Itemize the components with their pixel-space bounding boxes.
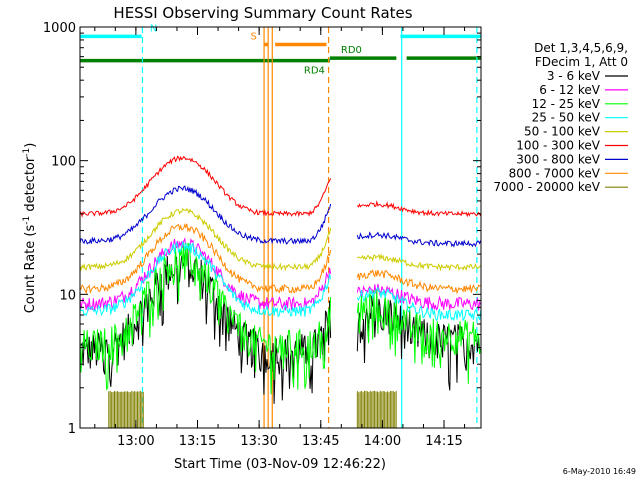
series-line-50-100kev-after-gap bbox=[356, 253, 481, 272]
y-label-part-3: ) bbox=[23, 143, 38, 148]
series-line-12-25kev bbox=[79, 242, 332, 395]
series-line-300-800kev bbox=[79, 185, 332, 245]
legend-label: 800 - 7000 keV bbox=[509, 166, 601, 180]
state-label-rd4: RD4 bbox=[304, 66, 325, 77]
x-tick-label: 14:15 bbox=[425, 434, 462, 449]
series-line-50-100kev bbox=[79, 207, 332, 272]
legend-label: 25 - 50 keV bbox=[532, 111, 601, 125]
series-group bbox=[79, 155, 482, 428]
y-axis-label: Count Rate (s-1 detector-1) bbox=[22, 143, 38, 314]
state-label-rd0: RD0 bbox=[341, 45, 362, 56]
legend-label: 50 - 100 keV bbox=[524, 125, 601, 139]
y-label-sup-2: -1 bbox=[22, 148, 32, 157]
series-line-12-25kev-after-gap bbox=[356, 289, 482, 385]
x-tick-label: 13:15 bbox=[179, 434, 216, 449]
series-line-25-50kev bbox=[79, 240, 332, 318]
state-label-n: N bbox=[150, 23, 157, 34]
legend-label: 6 - 12 keV bbox=[539, 83, 601, 97]
legend-label: 12 - 25 keV bbox=[532, 97, 601, 111]
chart-title: HESSI Observing Summary Count Rates bbox=[113, 4, 412, 22]
y-axis-ticks: 1 10 100 1000 bbox=[43, 21, 481, 437]
y-label-sup-1: -1 bbox=[22, 216, 32, 225]
legend-label: 7000 - 20000 keV bbox=[493, 180, 600, 194]
legend-label: 3 - 6 keV bbox=[547, 69, 601, 83]
legend-header-line-1: Det 1,3,4,5,6,9, bbox=[534, 41, 628, 55]
series-line-100-300kev-after-gap bbox=[356, 200, 482, 218]
y-tick-label: 100 bbox=[51, 155, 76, 170]
x-tick-label: 14:00 bbox=[364, 434, 401, 449]
y-tick-label: 1 bbox=[68, 422, 76, 437]
y-tick-label: 10 bbox=[59, 288, 76, 303]
x-tick-label: 13:45 bbox=[302, 434, 339, 449]
x-axis-label: Start Time (03-Nov-09 12:46:22) bbox=[174, 457, 386, 472]
x-tick-label: 13:30 bbox=[240, 434, 277, 449]
x-axis-ticks: 13:00 13:15 13:30 13:45 14:00 14:15 bbox=[94, 27, 466, 449]
series-line-6-12kev-after-gap bbox=[356, 283, 482, 311]
state-label-s: S bbox=[251, 31, 257, 42]
legend: Det 1,3,4,5,6,9, FDecim 1, Att 0 3 - 6 k… bbox=[493, 41, 628, 194]
series-line-800-7000kev-after-gap bbox=[356, 268, 481, 295]
vertical-markers-group bbox=[141, 27, 478, 428]
state-bars-group: N S RD0 RD4 bbox=[80, 23, 481, 77]
series-line-300-800kev-after-gap bbox=[356, 231, 482, 248]
series-line-6-12kev bbox=[79, 237, 332, 312]
y-label-part-2: detector bbox=[23, 156, 38, 216]
legend-label: 300 - 800 keV bbox=[516, 152, 600, 166]
y-tick-label: 1000 bbox=[43, 21, 76, 36]
footer-date: 6-May-2010 16:49 bbox=[563, 467, 636, 476]
series-line-100-300kev bbox=[79, 155, 332, 218]
series-line-800-7000kev bbox=[79, 223, 332, 295]
legend-label: 100 - 300 keV bbox=[516, 139, 600, 153]
legend-header-line-2: FDecim 1, Att 0 bbox=[535, 55, 628, 69]
x-tick-label: 13:00 bbox=[117, 434, 154, 449]
y-label-part-1: Count Rate (s bbox=[23, 225, 38, 314]
series-line-25-50kev-after-gap bbox=[356, 286, 482, 322]
plot-frame bbox=[79, 26, 482, 429]
